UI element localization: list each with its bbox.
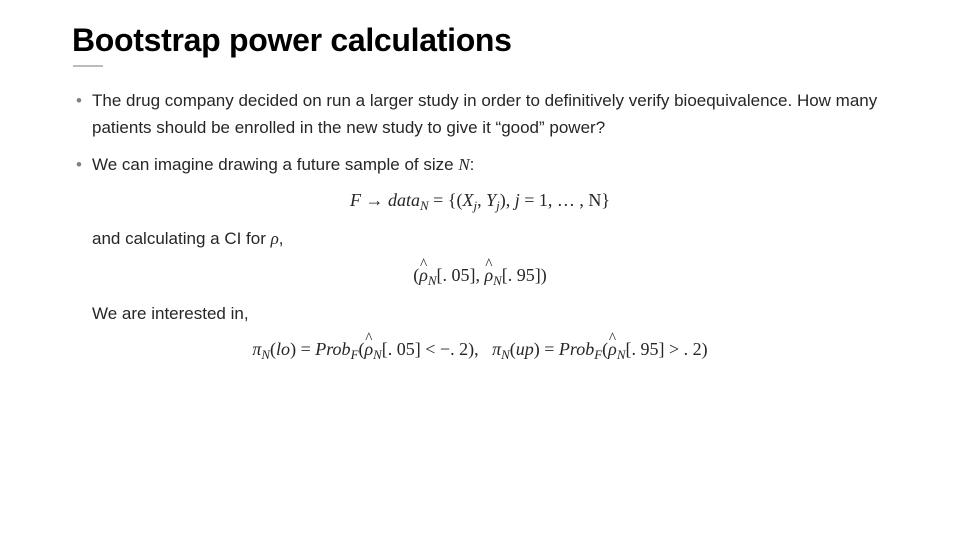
bullet-3-tail: , — [279, 229, 284, 248]
f3-Prob1: Prob — [315, 339, 350, 359]
f2-lbrack: [. 05] — [437, 265, 476, 285]
f2-comma: , — [476, 265, 481, 285]
f3-rho1: ρ — [364, 337, 373, 362]
bullet-2-lead: We can imagine drawing a future sample o… — [92, 155, 458, 174]
f3-rp1: ) — [290, 339, 296, 359]
f3-N2: N — [373, 347, 382, 362]
f2-N2: N — [493, 272, 502, 287]
f1-N: N — [420, 198, 429, 213]
f2-rho1: ρ — [419, 263, 428, 288]
f3-up: up — [516, 339, 534, 359]
f1-jtext: j — [515, 190, 520, 210]
f1-eq2: = — [524, 190, 534, 210]
f1-data: data — [388, 190, 420, 210]
formula-2: (ρN[. 05], ρN[. 95]) — [72, 263, 888, 290]
f1-X: X — [462, 190, 473, 210]
f3-eq2: = — [544, 339, 554, 359]
f1-range: 1, … , N — [539, 190, 602, 210]
bullet-2-sym: N — [458, 155, 469, 174]
f1-comma1: , — [477, 190, 482, 210]
f3-rho2: ρ — [608, 337, 617, 362]
f3-N1: N — [261, 347, 270, 362]
f3-b95: [. 95] — [625, 339, 664, 359]
slide-title: Bootstrap power calculations — [72, 22, 888, 59]
slide-body: The drug company decided on run a larger… — [72, 87, 888, 179]
f3-rp3: ) — [534, 339, 540, 359]
f3-lo: lo — [276, 339, 290, 359]
slide: Bootstrap power calculations The drug co… — [0, 0, 960, 540]
formula-1: F → dataN = {(Xj, Yj), j = 1, … , N} — [72, 188, 888, 215]
f3-N3: N — [501, 347, 510, 362]
f3-F2: F — [594, 347, 602, 362]
bullet-3: and calculating a CI for ρ, — [72, 225, 888, 252]
f2-rparen: ) — [541, 265, 547, 285]
f1-comma2: , — [506, 190, 511, 210]
f1-rbrace: } — [601, 190, 610, 210]
f2-N1: N — [428, 272, 437, 287]
f2-rbrack: [. 95] — [502, 265, 541, 285]
bullet-4-text: We are interested in, — [92, 304, 249, 323]
f3-pi2: π — [492, 339, 501, 359]
title-underline — [73, 65, 103, 67]
f1-arrow: → — [366, 190, 384, 210]
bullet-4: We are interested in, — [72, 300, 888, 327]
bullet-1: The drug company decided on run a larger… — [72, 87, 888, 141]
bullet-1-text: The drug company decided on run a larger… — [92, 91, 877, 137]
bullet-2-tail: : — [470, 155, 475, 174]
bullet-2: We can imagine drawing a future sample o… — [72, 151, 888, 178]
formula-3: πN(lo) = ProbF(ρN[. 05] < −. 2), πN(up) … — [72, 337, 888, 364]
f1-Y: Y — [486, 190, 496, 210]
bullet-3-lead: and calculating a CI for — [92, 229, 271, 248]
f3-eq1: = — [301, 339, 311, 359]
rho-inline: ρ — [271, 229, 279, 248]
f3-gt: > . 2 — [669, 339, 702, 359]
f1-F: F — [350, 190, 361, 210]
f3-Prob2: Prob — [559, 339, 594, 359]
f3-lt: < −. 2 — [425, 339, 468, 359]
f3-b05: [. 05] — [382, 339, 421, 359]
f3-rp4: ) — [702, 339, 708, 359]
f1-eq: = — [433, 190, 443, 210]
f2-rho2: ρ — [485, 263, 494, 288]
f3-comma: , — [474, 339, 479, 359]
